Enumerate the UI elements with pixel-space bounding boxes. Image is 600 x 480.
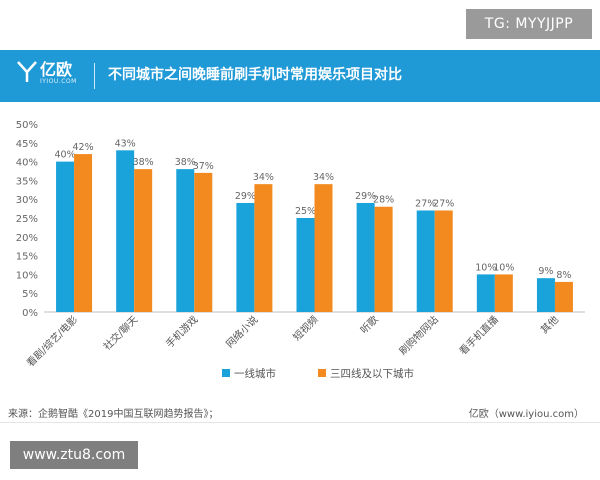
bar-tier34-5: [374, 206, 393, 312]
x-tick-label: 听歌: [357, 313, 380, 336]
y-tick-label: 0%: [22, 308, 38, 319]
y-tick-label: 10%: [16, 270, 38, 281]
chart-title: 不同城市之间晚睡前刷手机时常用娱乐项目对比: [108, 67, 402, 83]
bar-tier34-2: [194, 172, 213, 312]
bar-tier1-4: [296, 218, 315, 312]
bar-tier1-6: [416, 210, 435, 312]
x-tick-label: 社交/聊天: [100, 313, 140, 353]
y-tick-label: 25%: [16, 214, 38, 225]
watermark-badge: www.ztu8.com: [10, 441, 138, 469]
bar-tier34-7: [494, 274, 513, 312]
legend-label-tier34: 三四线及以下城市: [330, 367, 414, 380]
x-tick-label: 短视频: [290, 313, 320, 343]
bar-value-label: 34%: [253, 172, 274, 183]
tg-badge: TG: MYYJJPP: [466, 9, 592, 39]
bar-value-label: 9%: [538, 266, 553, 277]
bar-tier34-8: [554, 281, 573, 312]
y-axis: 0% 5% 10% 15% 20% 25% 30% 35% 40% 45% 50%: [16, 120, 38, 319]
bar-tier1-8: [536, 278, 555, 312]
bar-value-label: 27%: [433, 198, 454, 209]
title-banner: 亿欧 IYIOU.COM 不同城市之间晚睡前刷手机时常用娱乐项目对比: [0, 50, 600, 102]
bar-value-label: 29%: [355, 191, 376, 202]
bar-value-label: 42%: [72, 142, 93, 153]
y-tick-label: 50%: [16, 120, 38, 131]
credit-note: 亿欧（www.iyiou.com）: [468, 409, 584, 420]
y-tick-label: 40%: [16, 158, 38, 169]
brand-logo-icon: [17, 61, 37, 82]
bar-value-label: 10%: [493, 262, 514, 273]
x-tick-label: 网络小说: [223, 313, 260, 350]
x-tick-label: 看手机直播: [456, 313, 501, 358]
bar-value-label: 37%: [193, 161, 214, 172]
x-tick-label: 刷购物网站: [396, 313, 441, 358]
banner-divider: [94, 63, 95, 89]
legend-swatch-tier1: [222, 369, 230, 377]
y-tick-label: 30%: [16, 195, 38, 206]
bars: 40%43%38%29%25%29%27%10% 9%42%38% 37%34% 34…: [54, 138, 573, 312]
bar-tier34-0: [74, 154, 93, 312]
bar-tier1-5: [356, 202, 375, 312]
bar-value-label: 28%: [373, 195, 394, 206]
bar-value-label: 43%: [115, 138, 136, 149]
source-note: 来源：企鹅智酷《2019中国互联网趋势报告》；: [8, 409, 219, 420]
y-tick-label: 5%: [22, 289, 38, 300]
bar-value-label: 38%: [175, 157, 196, 168]
bar-value-label: 29%: [235, 191, 256, 202]
brand-name: 亿欧: [40, 60, 73, 79]
bar-tier1-2: [176, 169, 195, 312]
legend: 一线城市 三四线及以下城市: [222, 367, 414, 380]
bar-tier34-4: [314, 184, 333, 312]
y-tick-label: 45%: [16, 139, 38, 150]
bar-chart: 0% 5% 10% 15% 20% 25% 30% 35% 40% 45% 50% 40% 43% 38…: [16, 120, 585, 380]
bar-tier1-3: [236, 202, 255, 312]
legend-swatch-tier34: [318, 369, 326, 377]
bar-tier1-0: [56, 161, 75, 312]
bar-tier34-3: [254, 184, 273, 312]
bar-tier34-6: [434, 210, 453, 312]
footer-divider: [0, 422, 600, 423]
y-tick-label: 35%: [16, 176, 38, 187]
bar-value-label: 10%: [475, 262, 496, 273]
x-tick-label: 其他: [538, 313, 561, 336]
y-tick-label: 20%: [16, 233, 38, 244]
bar-tier1-7: [476, 274, 495, 312]
bar-value-label: 34%: [313, 172, 334, 183]
bar-tier1-1: [116, 150, 135, 312]
bar-value-label: 38%: [133, 157, 154, 168]
y-tick-label: 15%: [16, 252, 38, 263]
bar-value-label: 8%: [556, 270, 571, 281]
brand-sub: IYIOU.COM: [40, 78, 77, 85]
x-tick-label: 手机游戏: [163, 313, 200, 350]
bar-value-label: 27%: [415, 198, 436, 209]
x-tick-label: 看剧/综艺/电影: [24, 313, 80, 369]
bar-tier34-1: [134, 169, 153, 312]
legend-label-tier1: 一线城市: [234, 367, 276, 380]
x-axis-labels: 看剧/综艺/电影 社交/聊天 手机游戏 网络小说 短视频 听歌 刷购物网站 看手机直播 其他: [24, 313, 561, 369]
bar-value-label: 40%: [54, 150, 75, 161]
bar-value-label: 25%: [295, 206, 316, 217]
